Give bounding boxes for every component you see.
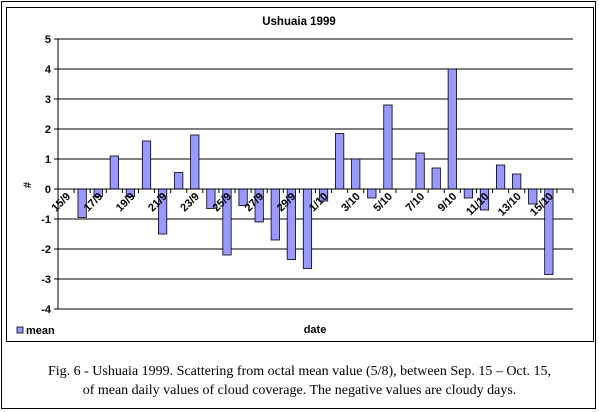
y-tick-label: -3 xyxy=(41,274,51,286)
x-tick-label: 3/10 xyxy=(339,191,363,215)
legend-swatch xyxy=(16,326,24,334)
bar xyxy=(174,172,184,190)
bar xyxy=(367,188,377,199)
bar xyxy=(335,133,345,190)
y-tick-label: 5 xyxy=(45,34,51,46)
figure-caption: Fig. 6 - Ushuaia 1999. Scattering from o… xyxy=(12,362,587,400)
y-tick-label: 0 xyxy=(45,184,51,196)
y-tick-label: 4 xyxy=(45,64,52,76)
x-tick-label: 9/10 xyxy=(436,191,460,215)
caption-line-1: Fig. 6 - Ushuaia 1999. Scattering from o… xyxy=(47,364,552,379)
x-tick-label: 15/9 xyxy=(50,191,74,215)
bar xyxy=(351,158,361,190)
bar xyxy=(141,140,152,190)
legend-label: mean xyxy=(26,325,55,337)
bar xyxy=(495,164,506,190)
y-tick-label: -2 xyxy=(41,244,51,256)
y-tick-label: 2 xyxy=(45,124,51,136)
bar xyxy=(463,188,473,199)
x-axis-label: date xyxy=(304,324,327,336)
bar xyxy=(512,173,522,190)
bar xyxy=(302,188,313,269)
bar xyxy=(415,152,425,190)
y-tick-label: -4 xyxy=(41,304,52,316)
bar xyxy=(447,68,457,190)
bar xyxy=(431,167,441,190)
chart-area: Ushuaia 1999 -4 -3 -2 -1 0 1 2 3 4 5 15/9 17/9 19/9 2… xyxy=(6,7,594,342)
grid-lines xyxy=(58,38,573,310)
y-tick-label: 1 xyxy=(45,154,51,166)
bar xyxy=(190,134,200,190)
bars xyxy=(77,68,554,275)
y-tick-label: 3 xyxy=(45,94,51,106)
caption-line-2: of mean daily values of cloud coverage. … xyxy=(82,383,517,398)
bar xyxy=(270,188,280,241)
bar xyxy=(109,155,119,190)
chart-title: Ushuaia 1999 xyxy=(262,16,336,28)
y-axis-label: # xyxy=(22,182,34,188)
x-tick-label: 13/10 xyxy=(496,191,524,219)
x-tick-label: 7/10 xyxy=(404,191,428,215)
bar xyxy=(383,104,393,190)
legend: mean xyxy=(16,325,55,337)
x-tick-label: 23/9 xyxy=(178,191,202,215)
y-tick-label: -1 xyxy=(41,214,51,226)
